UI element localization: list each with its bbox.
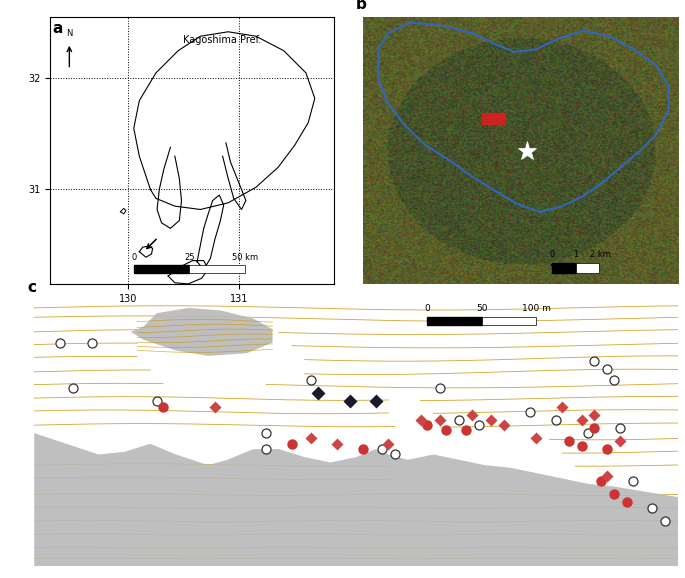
Text: N: N	[66, 29, 73, 39]
Text: a: a	[53, 21, 63, 36]
Text: 2 km: 2 km	[590, 250, 611, 258]
Bar	[427, 317, 482, 325]
Text: 0: 0	[424, 304, 430, 313]
Text: 0: 0	[131, 253, 136, 262]
Text: 0: 0	[549, 250, 555, 258]
Bar	[189, 265, 245, 273]
Text: c: c	[28, 280, 37, 295]
Bar	[134, 265, 189, 273]
Bar	[482, 317, 536, 325]
Text: 50 km: 50 km	[232, 253, 258, 262]
Text: Kagoshima Pref.: Kagoshima Pref.	[184, 35, 262, 45]
Text: 50: 50	[476, 304, 488, 313]
Polygon shape	[34, 433, 678, 566]
Text: 100 m: 100 m	[522, 304, 551, 313]
Text: 1: 1	[573, 250, 578, 258]
Text: 25: 25	[184, 253, 195, 262]
Bar	[552, 262, 575, 273]
Polygon shape	[131, 308, 273, 356]
Text: b: b	[356, 0, 367, 12]
Bar	[575, 262, 599, 273]
